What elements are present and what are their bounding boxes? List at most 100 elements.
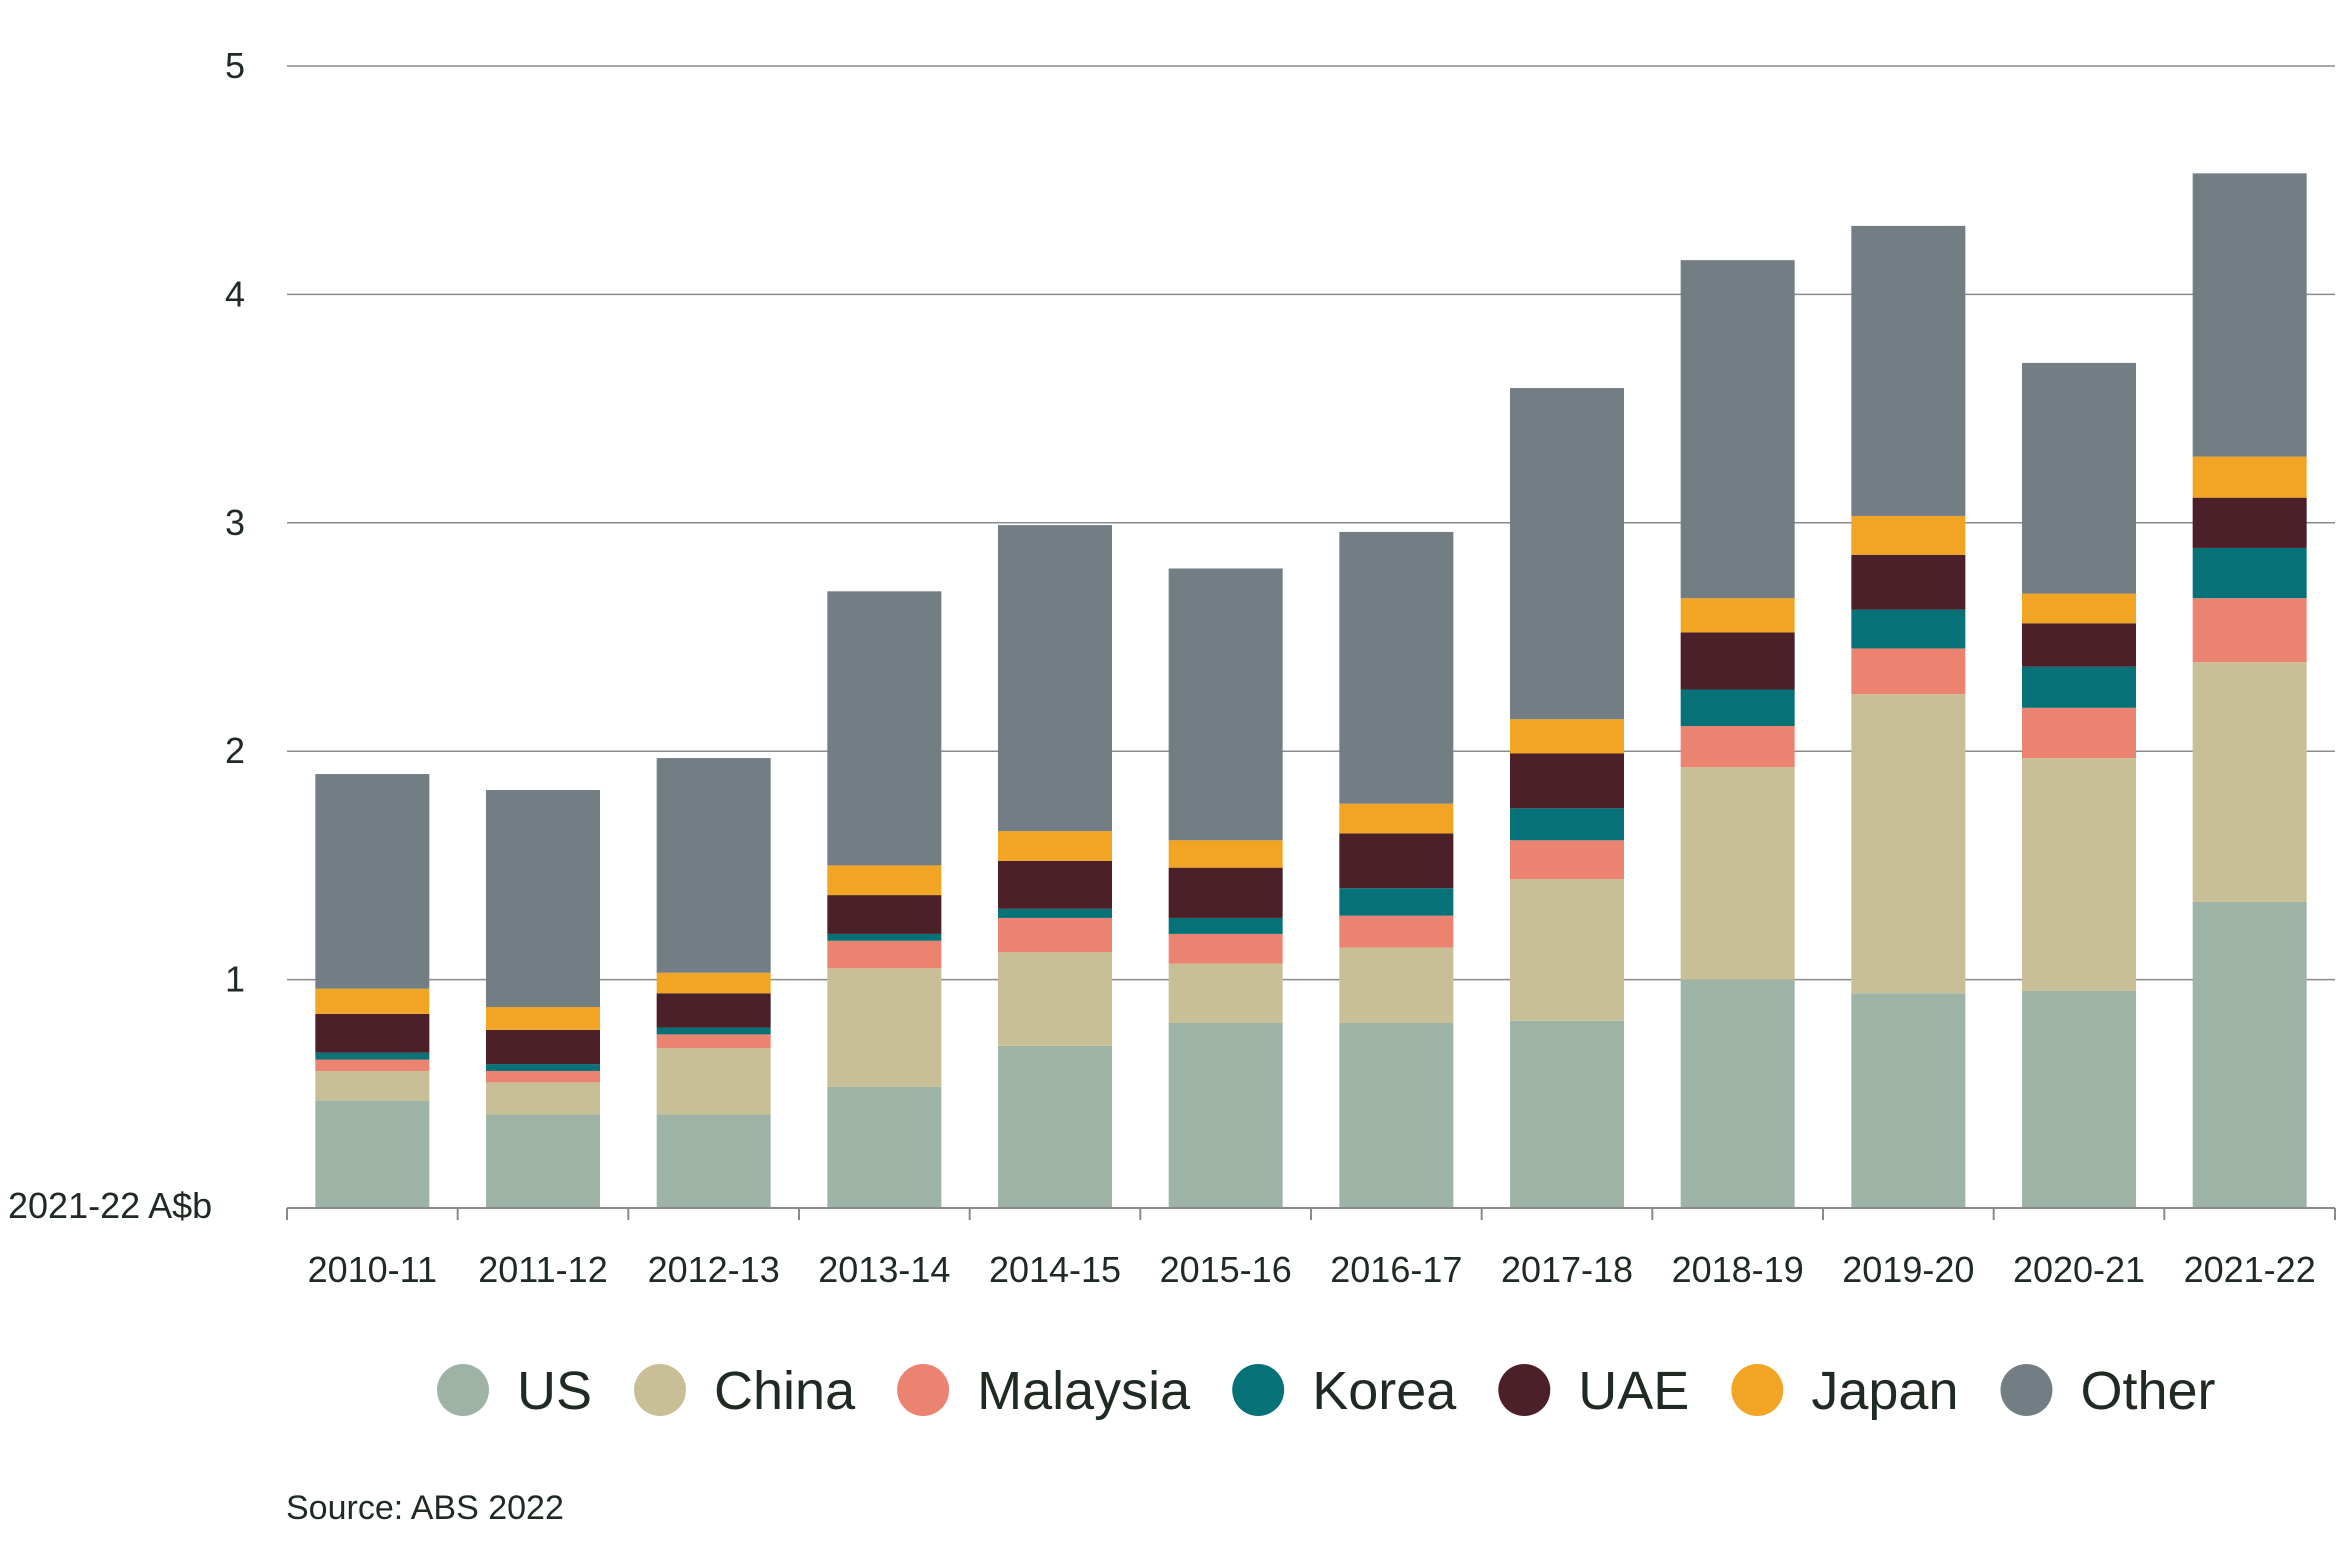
bar-segment-china-2013-14: [827, 968, 942, 1087]
bar-segment-china-2015-16: [1168, 963, 1283, 1023]
bar-segment-us-2019-20: [1851, 993, 1966, 1208]
x-tick-label: 2020-21: [2013, 1249, 2145, 1290]
x-tick-label: 2019-20: [1842, 1249, 1974, 1290]
bar-segment-other-2018-19: [1680, 260, 1795, 599]
bar-segment-us-2011-12: [486, 1114, 600, 1208]
bar-segment-korea-2013-14: [827, 933, 942, 941]
legend-label-china: China: [714, 1361, 856, 1421]
bar-segment-uae-2012-13: [656, 993, 771, 1028]
bar-segment-china-2018-19: [1680, 767, 1795, 980]
bar-segment-malaysia-2016-17: [1339, 915, 1454, 948]
bar-segment-uae-2013-14: [827, 895, 942, 934]
bar-segment-uae-2010-11: [315, 1013, 430, 1053]
legend-label-japan: Japan: [1811, 1361, 1958, 1421]
bar-segment-uae-2014-15: [998, 860, 1112, 909]
bar-segment-malaysia-2017-18: [1510, 840, 1624, 880]
bar-segment-china-2019-20: [1851, 694, 1966, 994]
bar-segment-uae-2015-16: [1168, 867, 1283, 918]
bar-segment-japan-2021-22: [2192, 456, 2307, 498]
bar-segment-other-2020-21: [2022, 362, 2136, 594]
x-tick-label: 2010-11: [308, 1249, 437, 1290]
bar-segment-uae-2020-21: [2022, 623, 2136, 667]
y-axis-ticks: 1 2 3 4 5: [225, 45, 245, 1000]
bar-segment-uae-2019-20: [1851, 554, 1966, 610]
bar-segment-korea-2010-11: [315, 1052, 430, 1060]
bar-segment-uae-2018-19: [1680, 632, 1795, 690]
bar-segment-japan-2020-21: [2022, 593, 2136, 624]
bar-segment-japan-2013-14: [827, 865, 942, 896]
x-tick-label: 2011-12: [478, 1249, 607, 1290]
bar-segment-china-2020-21: [2022, 758, 2136, 992]
bar-segment-other-2012-13: [656, 758, 771, 973]
bar-segment-us-2014-15: [998, 1045, 1112, 1208]
bar-segment-china-2016-17: [1339, 947, 1454, 1023]
bar-segment-uae-2021-22: [2192, 497, 2307, 548]
bar-segment-malaysia-2011-12: [486, 1070, 600, 1083]
bar-segment-japan-2019-20: [1851, 515, 1966, 555]
y-tick-label: 3: [225, 502, 245, 543]
x-tick-label: 2013-14: [818, 1249, 950, 1290]
y-axis-label: 2021-22 A$b: [8, 1185, 212, 1226]
bar-segment-us-2013-14: [827, 1086, 942, 1208]
bar-segment-japan-2010-11: [315, 988, 430, 1014]
legend-label-korea: Korea: [1312, 1361, 1457, 1421]
bar-segment-us-2020-21: [2022, 991, 2136, 1208]
bar-segment-malaysia-2015-16: [1168, 933, 1283, 964]
legend-label-us: US: [517, 1361, 592, 1421]
bar-segment-japan-2015-16: [1168, 840, 1283, 868]
bar-segment-korea-2017-18: [1510, 808, 1624, 841]
y-tick-label: 4: [225, 273, 245, 314]
bar-segment-china-2017-18: [1510, 879, 1624, 1021]
legend-swatch-other: [2000, 1364, 2053, 1416]
bar-segment-japan-2012-13: [656, 972, 771, 994]
x-tick-label: 2014-15: [989, 1249, 1121, 1290]
bar-segment-uae-2011-12: [486, 1029, 600, 1065]
bar-segment-malaysia-2012-13: [656, 1034, 771, 1049]
x-tick-label: 2018-19: [1672, 1249, 1804, 1290]
bar-segment-other-2014-15: [998, 525, 1112, 832]
legend-swatch-us: [437, 1364, 489, 1416]
bar-segment-china-2012-13: [656, 1048, 771, 1115]
bar-segment-other-2010-11: [315, 774, 430, 989]
bar-segment-other-2019-20: [1851, 225, 1966, 516]
bar-segment-us-2015-16: [1168, 1022, 1283, 1208]
bar-segment-other-2013-14: [827, 591, 942, 866]
x-tick-label: 2016-17: [1330, 1249, 1462, 1290]
legend-label-uae: UAE: [1578, 1361, 1689, 1421]
bar-segment-malaysia-2020-21: [2022, 707, 2136, 759]
source-note: Source: ABS 2022: [286, 1489, 564, 1527]
bar-segment-us-2010-11: [315, 1100, 430, 1208]
bar-segment-korea-2018-19: [1680, 689, 1795, 727]
legend-swatch-malaysia: [897, 1364, 950, 1416]
bar-segment-uae-2016-17: [1339, 833, 1454, 889]
bar-segment-japan-2018-19: [1680, 598, 1795, 633]
y-tick-label: 5: [225, 45, 245, 86]
bar-segment-korea-2016-17: [1339, 888, 1454, 916]
legend: US China Malaysia Korea UAE Japan Other: [437, 1361, 2216, 1421]
x-tick-label: 2021-22: [2184, 1249, 2316, 1290]
bar-segment-korea-2012-13: [656, 1027, 771, 1035]
bar-segment-korea-2020-21: [2022, 666, 2136, 708]
bars: [315, 173, 2307, 1208]
bar-segment-us-2017-18: [1510, 1020, 1624, 1208]
bar-segment-china-2021-22: [2192, 662, 2307, 902]
legend-swatch-uae: [1498, 1364, 1551, 1416]
bar-segment-china-2014-15: [998, 952, 1112, 1046]
bar-segment-china-2010-11: [315, 1070, 430, 1101]
bar-segment-japan-2017-18: [1510, 719, 1624, 754]
bar-segment-us-2021-22: [2192, 901, 2307, 1208]
bar-segment-korea-2011-12: [486, 1064, 600, 1071]
bar-segment-malaysia-2021-22: [2192, 598, 2307, 663]
x-tick-label: 2015-16: [1160, 1249, 1292, 1290]
bar-segment-malaysia-2019-20: [1851, 648, 1966, 695]
legend-label-other: Other: [2080, 1361, 2215, 1421]
bar-segment-uae-2017-18: [1510, 753, 1624, 809]
bar-segment-malaysia-2014-15: [998, 917, 1112, 953]
bar-segment-korea-2014-15: [998, 908, 1112, 918]
bar-segment-malaysia-2010-11: [315, 1059, 430, 1071]
bar-segment-china-2011-12: [486, 1082, 600, 1115]
bar-segment-us-2018-19: [1680, 979, 1795, 1208]
bar-segment-korea-2019-20: [1851, 609, 1966, 649]
bar-segment-other-2015-16: [1168, 568, 1283, 841]
